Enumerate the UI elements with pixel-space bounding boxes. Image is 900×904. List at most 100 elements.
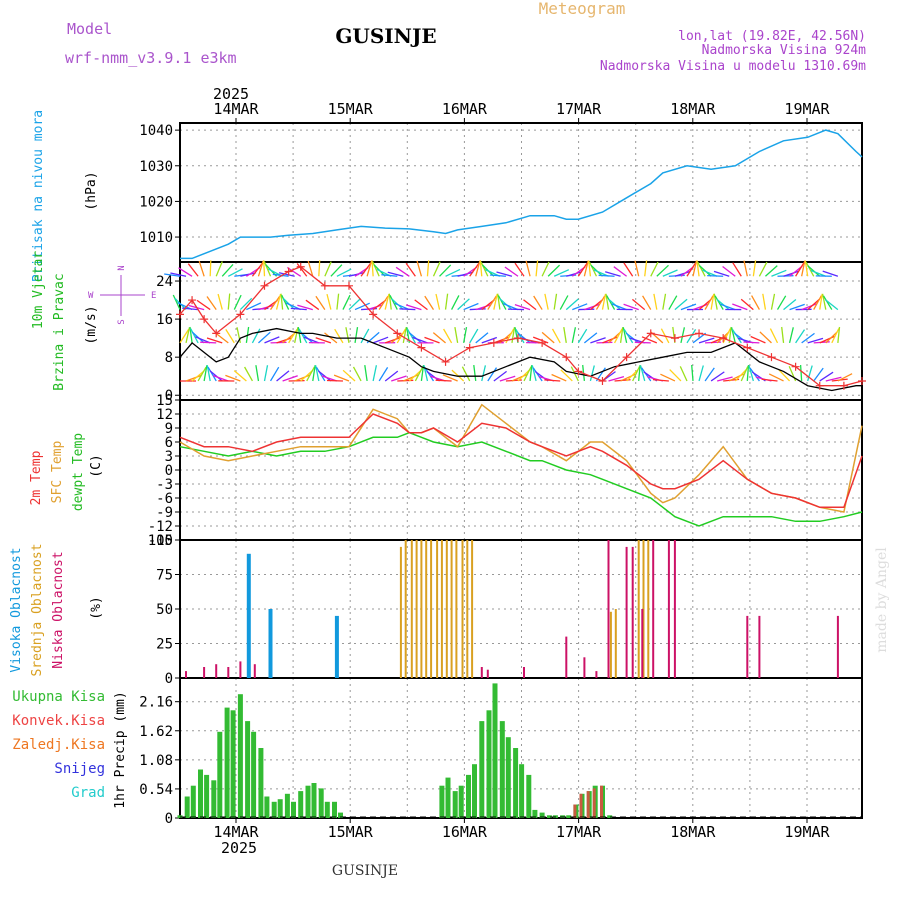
precip-bar [258, 748, 263, 818]
precip-bar [332, 802, 337, 818]
y-tick-label: 16 [156, 312, 173, 328]
precip-bar [191, 786, 196, 818]
precip-bar [251, 732, 256, 818]
precip-bar [245, 721, 250, 818]
y-tick-label: 25 [156, 637, 173, 653]
precip-bar [493, 683, 498, 818]
bottom-date-label: 15MAR [328, 823, 374, 841]
cloud-bar [632, 547, 634, 678]
wind-arrow [399, 309, 415, 310]
y-tick-label: 75 [156, 568, 173, 584]
precip-bar [446, 778, 451, 818]
precip-bar [439, 786, 444, 818]
precip-bar [238, 694, 243, 818]
legend-snow: Snijeg [54, 761, 105, 777]
y-tick-label: 0.54 [139, 782, 173, 798]
temp2m-label: 2m Temp [29, 450, 44, 505]
wind-arrow [743, 342, 759, 343]
legend-hail: Grad [71, 785, 105, 801]
y-tick-label: 0 [165, 463, 173, 479]
cloud-bar [215, 664, 217, 678]
pressure-unit: (hPa) [84, 171, 99, 210]
precip-bar [185, 797, 190, 819]
cloud-bar [466, 540, 468, 678]
cloud-bar [420, 540, 422, 678]
y-tick-label: 9 [165, 421, 173, 437]
precip-bar [580, 794, 583, 818]
y-tick-label: 24 [156, 274, 173, 290]
precip-bar [264, 797, 269, 819]
bottom-date-label: 16MAR [442, 823, 488, 841]
cloud-bar [595, 671, 597, 678]
cloud-bar [335, 616, 339, 678]
dewpt-label: dewpt Temp [71, 433, 86, 511]
cloud-bar [837, 616, 839, 678]
mid-cloud-label: Srednja Oblacnost [30, 543, 45, 676]
precip-bar [472, 764, 477, 818]
cloud-bar [247, 554, 251, 678]
wind-title-line1: 10m Vjetar [31, 251, 46, 329]
y-tick-label: 1040 [139, 123, 173, 139]
y-tick-label: 100 [148, 533, 173, 549]
cloud-bar [455, 540, 457, 678]
top-date-label: 14MAR [213, 100, 259, 118]
model-name: wrf-nmm_v3.9.1 e3km [65, 49, 237, 67]
precip-unit: 1hr Precip (mm) [113, 691, 128, 808]
y-tick-label: 3 [165, 449, 173, 465]
temp-unit: (C) [89, 454, 104, 477]
precip-bar [319, 788, 324, 818]
cloud-bar [227, 667, 229, 678]
y-tick-label: 1020 [139, 194, 173, 210]
cloud-unit: (%) [89, 596, 104, 619]
cloud-bar [269, 609, 273, 678]
sfctemp-label: SFC Temp [50, 441, 65, 504]
y-tick-label: 12 [156, 407, 173, 423]
top-date-label: 17MAR [556, 100, 602, 118]
precip-bar [513, 748, 518, 818]
meteogram-title: Meteogram [539, 0, 626, 18]
precip-bar [593, 788, 596, 818]
precip-bar [526, 775, 531, 818]
precip-bar [225, 708, 230, 818]
cloud-bar [441, 540, 443, 678]
wind-arrow [210, 260, 211, 276]
cloud-bar [608, 540, 610, 678]
top-date-label: 16MAR [442, 100, 488, 118]
precip-bar [506, 737, 511, 818]
y-tick-label: 50 [156, 602, 173, 618]
cloud-bar [239, 661, 241, 678]
precip-bar [453, 791, 458, 818]
cloud-bar [647, 540, 649, 678]
wind-title-line2: Brzina i Pravac [52, 273, 67, 390]
precip-bar [312, 783, 317, 818]
compass-w: W [88, 291, 94, 301]
cloud-bar [462, 540, 464, 678]
elevation-text: Nadmorska Visina 924m [702, 43, 867, 58]
wind-arrow [707, 276, 723, 277]
y-tick-label: 6 [165, 435, 173, 451]
cloud-bar [615, 609, 617, 678]
cloud-bar [471, 540, 473, 678]
top-date-label: 19MAR [784, 100, 830, 118]
low-cloud-label: Niska Oblacnost [51, 551, 66, 668]
cloud-bar [425, 540, 427, 678]
precip-bar [217, 732, 222, 818]
precip-bar [272, 802, 277, 818]
compass-s: S [117, 319, 127, 324]
precip-bar [587, 791, 590, 818]
y-tick-label: -9 [156, 505, 173, 521]
year-label-bottom: 2025 [221, 839, 257, 857]
wind-arrow [436, 380, 452, 381]
precip-bar [298, 791, 303, 818]
y-tick-label: 2.16 [139, 695, 173, 711]
model-label: Model [67, 20, 112, 38]
cloud-bar [481, 667, 483, 678]
precip-bar [519, 764, 524, 818]
cloud-bar [746, 616, 748, 678]
legend-conv-rain: Konvek.Kisa [12, 713, 105, 729]
precip-bar [285, 794, 290, 818]
credit-watermark: made by Angel [874, 547, 890, 653]
precip-bar [573, 805, 576, 819]
y-tick-label: 0 [165, 671, 173, 687]
precip-bar [198, 770, 203, 819]
